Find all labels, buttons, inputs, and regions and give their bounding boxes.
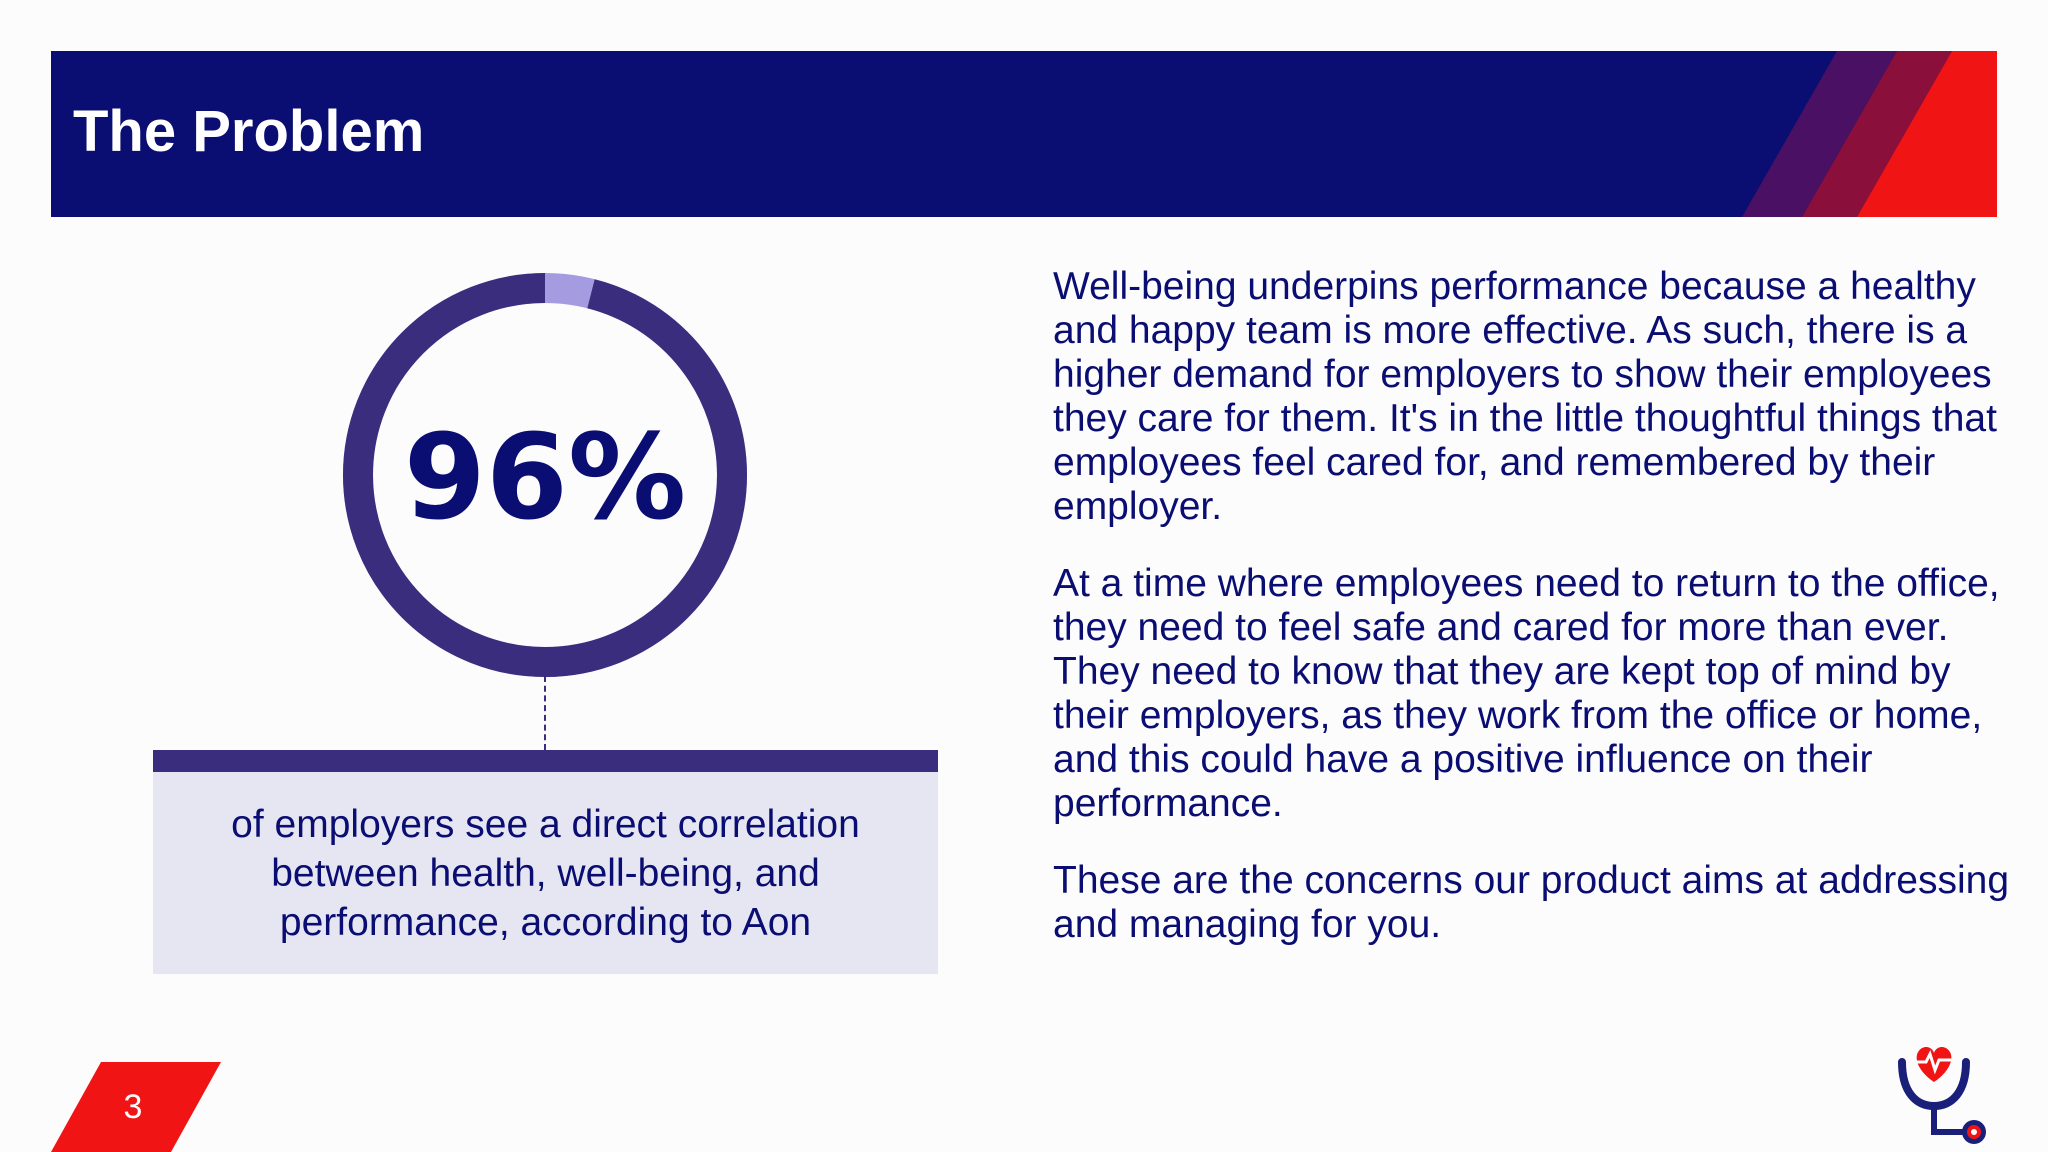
stat-value: 96% — [403, 408, 687, 546]
heart-stethoscope-icon — [1898, 1046, 1986, 1144]
stat-callout-box: of employers see a direct correlation be… — [153, 772, 938, 974]
body-paragraph-1: Well-being underpins performance because… — [1053, 265, 1997, 528]
dashed-connector — [544, 676, 546, 750]
header-bar: The Problem — [51, 51, 1997, 217]
callout-top-bar — [153, 750, 938, 772]
body-paragraph-2: At a time where employees need to return… — [1053, 562, 2000, 825]
ring-progress — [343, 273, 747, 677]
stat-description: of employers see a direct correlation be… — [231, 802, 860, 944]
body-paragraph-3: These are the concerns our product aims … — [1053, 859, 2010, 946]
header-stripes-decoration — [1742, 51, 1997, 217]
stat-ring-chart — [343, 273, 747, 677]
slide-title: The Problem — [73, 99, 425, 164]
page-number-tab — [51, 1062, 221, 1152]
body-text: Well-being underpins performance because… — [1053, 265, 2013, 980]
page-number: 3 — [123, 1088, 143, 1126]
